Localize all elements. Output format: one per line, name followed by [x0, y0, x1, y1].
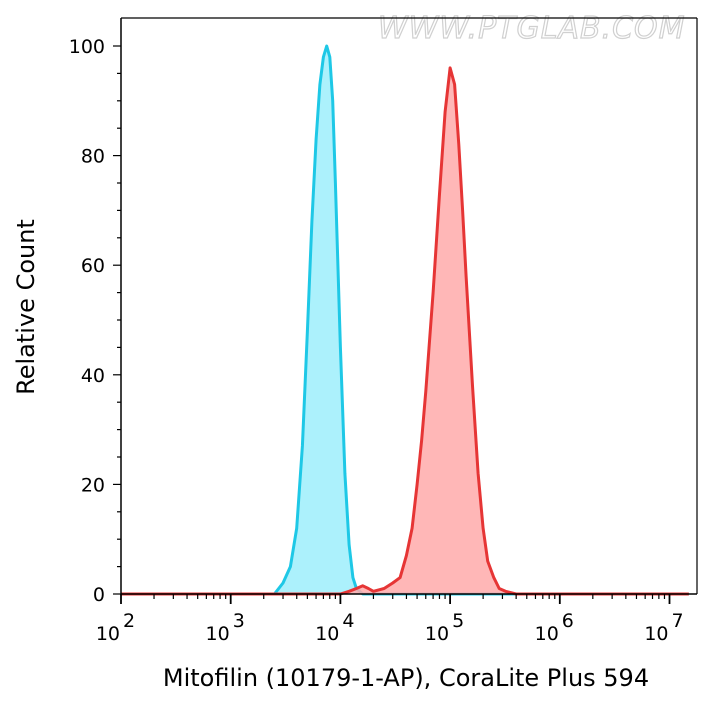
y-tick-label: 0	[93, 584, 105, 606]
y-tick-label: 20	[81, 474, 105, 496]
x-tick-label: 10	[425, 623, 449, 645]
x-tick-label: 10	[644, 623, 668, 645]
y-axis-title: Relative Count	[12, 219, 40, 395]
series-1-outline	[121, 44, 689, 596]
series-2-outline	[121, 66, 689, 596]
y-axis: 0 20 40 60 80 100	[69, 18, 122, 606]
y-tick-label: 80	[81, 146, 105, 168]
x-axis-title: Mitofilin (10179-1-AP), CoraLite Plus 59…	[163, 664, 649, 692]
y-tick-label: 100	[69, 36, 105, 58]
y-tick-label: 60	[81, 255, 105, 277]
x-tick-label: 10	[96, 623, 120, 645]
series-1-area	[121, 46, 689, 594]
x-tick-label: 10	[315, 623, 339, 645]
x-tick-exponent: 4	[342, 610, 354, 632]
x-tick-exponent: 6	[562, 610, 574, 632]
y-tick-label: 40	[81, 365, 105, 387]
plot-area	[121, 17, 698, 596]
watermark: WWW.PTGLAB.COM	[378, 11, 686, 46]
x-tick-exponent: 2	[123, 610, 135, 632]
x-tick-exponent: 5	[452, 610, 464, 632]
x-tick-label: 10	[206, 623, 230, 645]
series-2-area	[121, 67, 689, 594]
x-tick-exponent: 7	[672, 610, 684, 632]
x-tick-label: 10	[535, 623, 559, 645]
x-tick-exponent: 3	[233, 610, 245, 632]
